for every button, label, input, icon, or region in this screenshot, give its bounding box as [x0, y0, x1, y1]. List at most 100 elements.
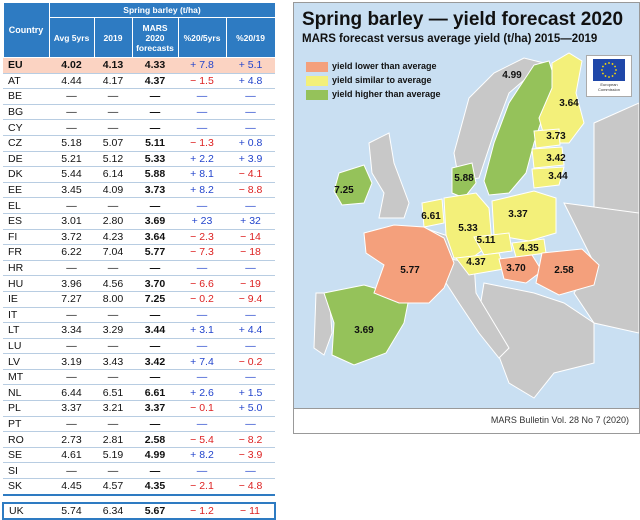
cell-f2020: 3.42	[132, 353, 178, 370]
cell-p5: − 2.3	[178, 229, 226, 246]
table-row: CY — — — — —	[3, 119, 276, 136]
cell-avg: 3.45	[49, 182, 94, 199]
cell-p19: —	[226, 307, 276, 324]
cell-cc: DK	[3, 166, 49, 183]
cell-f2020: 3.37	[132, 400, 178, 417]
cell-p5: —	[178, 369, 226, 386]
cell-cc: CY	[3, 119, 49, 136]
cell-y2019: 4.17	[94, 73, 132, 90]
table-row: DK 5.44 6.14 5.88 + 8.1− 4.1	[3, 166, 276, 183]
map-value-label: 3.37	[508, 209, 528, 220]
table-row: NL 6.44 6.51 6.61 + 2.6 + 1.5	[3, 384, 276, 402]
cell-p19: —	[226, 197, 276, 214]
table-row: HR — — — — —	[3, 260, 276, 277]
cell-f2020: 4.35	[132, 478, 178, 496]
cell-y2019: 7.04	[94, 244, 132, 261]
map-value-label: 5.77	[400, 265, 420, 276]
map-title: Spring barley — yield forecast 2020	[302, 9, 624, 30]
cell-p5: —	[178, 338, 226, 355]
legend-similar-swatch	[306, 75, 328, 86]
region-czechia	[473, 232, 513, 256]
cell-f2020: 2.58	[132, 431, 178, 448]
col-header-forecast: MARS 2020 forecasts	[131, 17, 179, 58]
cell-p5: —	[178, 88, 226, 105]
cell-p5: − 0.2	[178, 291, 226, 308]
cell-p19: + 4.8	[226, 73, 276, 90]
cell-avg: 3.34	[49, 322, 94, 339]
table-row: BE — — — — —	[3, 88, 276, 105]
cell-p19: − 9.4	[226, 291, 276, 308]
cell-f2020: —	[132, 338, 178, 355]
land-nodata-uk	[368, 132, 410, 219]
legend-lower-swatch	[306, 61, 328, 72]
cell-f2020: 3.70	[132, 275, 178, 292]
cell-avg: 5.74	[49, 501, 94, 520]
cell-cc: PL	[3, 400, 49, 417]
cell-p5: + 8.1	[178, 166, 226, 183]
map-value-label: 4.37	[466, 257, 486, 268]
map-footer: MARS Bulletin Vol. 28 No 7 (2020)	[294, 408, 639, 433]
cell-avg: 2.73	[49, 431, 94, 448]
cell-avg: 5.44	[49, 166, 94, 183]
map-value-label: 3.73	[546, 131, 566, 142]
cell-y2019: —	[94, 119, 132, 136]
region-latvia	[531, 146, 565, 169]
cell-p19: —	[226, 260, 276, 277]
cell-y2019: 4.09	[94, 182, 132, 199]
table-row: AT 4.44 4.17 4.37− 1.5 + 4.8	[3, 73, 276, 90]
cell-f2020: 6.61	[132, 384, 178, 402]
cell-y2019: 3.21	[94, 400, 132, 417]
cell-p19: − 4.1	[226, 166, 276, 183]
cell-avg: 4.44	[49, 73, 94, 90]
legend-similar: yield similar to average	[306, 75, 432, 86]
cell-f2020: 4.99	[132, 447, 178, 464]
cell-p5: —	[178, 462, 226, 480]
region-netherlands	[421, 198, 445, 228]
col-header-country: Country	[2, 2, 50, 58]
cell-f2020: 4.37	[132, 73, 178, 90]
cell-p5: + 8.2	[178, 182, 226, 199]
cell-f2020: —	[132, 260, 178, 277]
cell-avg: 4.45	[49, 478, 94, 496]
cell-y2019: 2.80	[94, 213, 132, 230]
map-panel: 4.99 3.64 3.73 3.42 3.44 7.25 5.88 6.61 5.33 3.37…	[293, 2, 640, 434]
cell-p5: + 3.1	[178, 322, 226, 339]
map-value-label: 5.33	[458, 223, 478, 234]
table-row: PL 3.37 3.21 3.37− 0.1 + 5.0	[3, 400, 276, 417]
cell-y2019: 2.81	[94, 431, 132, 448]
map-value-label: 3.64	[559, 98, 579, 109]
cell-f2020: 3.44	[132, 322, 178, 339]
legend-lower-label: yield lower than average	[332, 61, 437, 71]
table-row: FI 3.72 4.23 3.64− 2.3− 14	[3, 229, 276, 246]
cell-f2020: 5.33	[132, 151, 178, 168]
cell-f2020: —	[132, 119, 178, 136]
cell-y2019: 5.07	[94, 135, 132, 152]
cell-cc: FI	[3, 229, 49, 246]
cell-avg: 3.96	[49, 275, 94, 292]
cell-y2019: 4.23	[94, 229, 132, 246]
table-row: IT — — — — —	[3, 307, 276, 324]
region-denmark	[451, 162, 477, 199]
cell-p19: + 1.5	[226, 384, 276, 402]
cell-p5: + 7.4	[178, 353, 226, 370]
cell-f2020: 3.64	[132, 229, 178, 246]
cell-p19: − 11	[226, 501, 277, 520]
map-value-labels: 4.99 3.64 3.73 3.42 3.44 7.25 5.88 6.61 5.33 3.37…	[334, 70, 579, 336]
cell-cc: HR	[3, 260, 49, 277]
cell-avg: —	[49, 104, 94, 121]
cell-avg: 3.72	[49, 229, 94, 246]
cell-f2020: 3.73	[132, 182, 178, 199]
table-row: DE 5.21 5.12 5.33 + 2.2 + 3.9	[3, 151, 276, 168]
table-row: EE 3.45 4.09 3.73 + 8.2− 8.8	[3, 182, 276, 199]
cell-cc: LT	[3, 322, 49, 339]
cell-y2019: 5.12	[94, 151, 132, 168]
map-value-label: 4.35	[519, 243, 539, 254]
table-body: EU 4.02 4.13 4.33 + 7.8 + 5.1 AT 4.44 4.17 4.37− …	[2, 57, 277, 520]
cell-avg: —	[49, 338, 94, 355]
cell-avg: 4.02	[49, 57, 94, 74]
cell-y2019: —	[94, 307, 132, 324]
cell-f2020: —	[132, 462, 178, 480]
cell-p19: + 3.9	[226, 151, 276, 168]
cell-p19: —	[226, 104, 276, 121]
map-value-label: 3.42	[546, 153, 566, 164]
